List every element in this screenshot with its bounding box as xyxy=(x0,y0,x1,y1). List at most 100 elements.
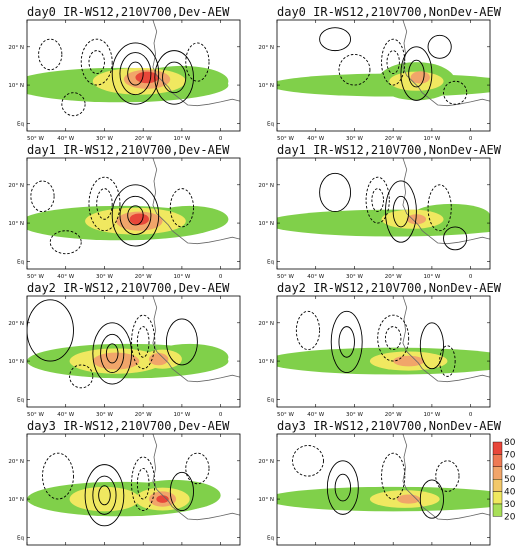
positive-contour xyxy=(326,460,359,515)
positive-contour xyxy=(400,46,433,101)
positive-contour xyxy=(338,326,355,358)
lat-tick-label: 20° N xyxy=(258,183,274,189)
panel-title: day0 IR-WS12,210V700,Dev-AEW xyxy=(27,5,230,19)
lon-tick-label: 30° W xyxy=(346,274,363,280)
map-field xyxy=(277,20,490,131)
negative-contour xyxy=(169,188,194,228)
negative-contour xyxy=(80,38,113,86)
lon-tick-label: 50° W xyxy=(27,136,44,142)
lon-tick-label: 10° W xyxy=(423,136,440,142)
lat-tick-label: 20° N xyxy=(8,183,24,189)
colorbar-swatch xyxy=(492,441,503,455)
positive-contour xyxy=(98,485,111,506)
lat-tick-label: 10° N xyxy=(258,497,274,503)
lat-tick-label: 10° N xyxy=(8,497,24,503)
map-field xyxy=(27,434,240,545)
positive-contour xyxy=(319,172,352,213)
lon-tick-label: 20° W xyxy=(385,136,402,142)
lat-tick-label: 20° N xyxy=(258,459,274,465)
positive-contour xyxy=(111,42,160,105)
panel-title: day2 IR-WS12,210V700,NonDev-AEW xyxy=(277,281,502,295)
panel-title: day3 IR-WS12,210V700,Dev-AEW xyxy=(27,419,230,433)
panel-frame xyxy=(276,433,491,546)
panel-frame xyxy=(26,19,241,132)
lon-tick-label: 40° W xyxy=(57,274,74,280)
lon-tick-label: 20° W xyxy=(135,412,152,418)
map-panel: day0 IR-WS12,210V700,Dev-AEW 50° W 40° W 30… xyxy=(8,5,241,142)
coastline xyxy=(152,434,240,521)
colorbar-label: 30 xyxy=(504,500,516,510)
positive-contour xyxy=(119,195,152,236)
positive-contour xyxy=(100,333,125,374)
negative-contour xyxy=(38,38,63,71)
positive-contour xyxy=(330,310,363,374)
lon-tick-label: 50° W xyxy=(277,412,294,418)
lon-tick-label: 50° W xyxy=(27,274,44,280)
lon-tick-label: 0 xyxy=(219,136,223,142)
negative-contour xyxy=(96,188,113,220)
positive-contour xyxy=(165,318,198,366)
lat-tick-label: 20° N xyxy=(8,321,24,327)
negative-contour xyxy=(377,314,410,362)
positive-contour xyxy=(119,52,152,96)
lon-tick-label: 40° W xyxy=(307,274,324,280)
colorbar-swatch xyxy=(492,479,503,492)
coastline xyxy=(402,158,490,245)
colorbar-swatch xyxy=(492,466,503,480)
colorbar-swatch xyxy=(492,503,503,517)
map-field xyxy=(27,296,240,407)
coastline xyxy=(152,296,240,383)
negative-contour xyxy=(371,188,384,213)
lat-tick-label: Eq xyxy=(267,259,274,265)
positive-contour xyxy=(384,180,417,243)
panel-title: day1 IR-WS12,210V700,Dev-AEW xyxy=(27,143,230,157)
lon-tick-label: 0 xyxy=(219,274,223,280)
positive-contour xyxy=(319,27,352,52)
negative-contour xyxy=(443,80,468,105)
positive-contour xyxy=(27,299,74,362)
negative-contour xyxy=(49,230,82,255)
lat-tick-label: 10° N xyxy=(8,359,24,365)
negative-contour xyxy=(386,50,400,75)
negative-contour xyxy=(384,326,402,351)
positive-contour xyxy=(392,195,410,228)
lat-tick-label: 20° N xyxy=(8,459,24,465)
colorbar-label: 70 xyxy=(504,450,516,460)
positive-contour xyxy=(334,473,352,502)
map-field xyxy=(277,434,490,545)
coastline xyxy=(402,20,490,107)
lon-tick-label: 30° W xyxy=(96,274,113,280)
positive-contour xyxy=(443,226,468,251)
colorbar-label: 80 xyxy=(504,438,516,448)
negative-contour xyxy=(381,452,406,500)
negative-contour xyxy=(439,345,456,377)
lon-tick-label: 10° W xyxy=(173,274,190,280)
lon-tick-label: 30° W xyxy=(96,136,113,142)
panel-title: day3 IR-WS12,210V700,NonDev-AEW xyxy=(277,419,502,433)
lat-tick-label: Eq xyxy=(17,535,24,541)
lon-tick-label: 50° W xyxy=(277,136,294,142)
negative-contour xyxy=(30,180,55,213)
negative-contour xyxy=(365,176,390,224)
colorbar-swatch xyxy=(492,454,503,467)
map-field xyxy=(277,296,490,407)
positive-contour xyxy=(427,34,452,59)
map-panel: day2 IR-WS12,210V700,Dev-AEW 50° W 40° W 30… xyxy=(8,281,241,418)
lon-tick-label: 10° W xyxy=(173,412,190,418)
map-panel: day1 IR-WS12,210V700,Dev-AEW 50° W 40° W 30… xyxy=(8,143,241,280)
panel-title: day2 IR-WS12,210V700,Dev-AEW xyxy=(27,281,230,295)
panel-frame xyxy=(26,295,241,408)
negative-contour xyxy=(185,42,210,82)
positive-contour xyxy=(111,184,160,247)
map-field xyxy=(277,158,490,269)
colorbar-label: 20 xyxy=(504,512,516,522)
positive-contour xyxy=(127,61,144,86)
lon-tick-label: 50° W xyxy=(277,274,294,280)
coastline xyxy=(152,20,240,107)
lat-tick-label: 10° N xyxy=(8,83,24,89)
panels: day0 IR-WS12,210V700,Dev-AEW 50° W 40° W 30… xyxy=(8,5,502,546)
lon-tick-label: 40° W xyxy=(307,412,324,418)
negative-contour xyxy=(435,460,460,492)
positive-contour xyxy=(419,479,444,519)
